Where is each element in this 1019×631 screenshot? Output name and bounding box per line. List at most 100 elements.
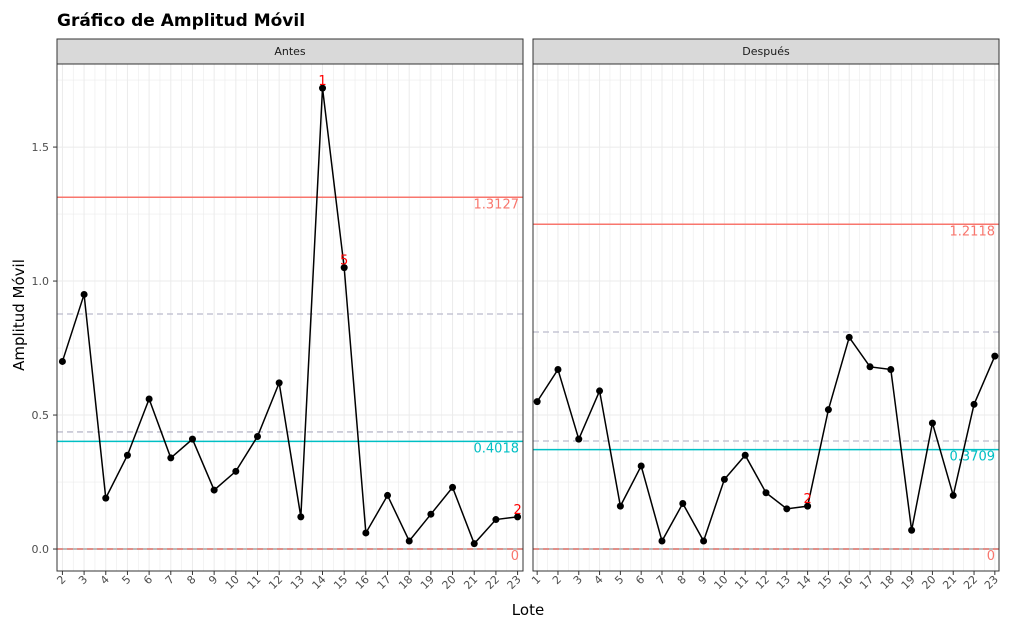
facet-label: Antes: [274, 45, 306, 58]
x-tick-label: 4: [98, 573, 112, 587]
data-point: [741, 451, 749, 459]
data-point: [253, 432, 261, 440]
data-point: [658, 537, 666, 545]
y-tick-label: 1.0: [32, 275, 50, 288]
data-point: [405, 537, 413, 545]
x-tick-label: 9: [206, 573, 220, 587]
x-tick-label: 8: [184, 573, 198, 587]
y-tick-label: 0.5: [32, 409, 50, 422]
data-point: [123, 451, 131, 459]
chart-title: Gráfico de Amplitud Móvil: [57, 11, 305, 31]
data-point: [824, 406, 832, 414]
data-point: [679, 499, 687, 507]
x-tick-label: 8: [675, 573, 689, 587]
data-point: [384, 491, 392, 499]
x-tick-label: 17: [375, 573, 394, 592]
data-point: [275, 379, 283, 387]
x-tick-label: 2: [54, 573, 68, 587]
lcl-label: 0: [511, 549, 519, 564]
x-tick-label: 13: [288, 573, 307, 592]
x-tick-label: 10: [711, 573, 730, 592]
data-point: [845, 333, 853, 341]
data-point: [616, 502, 624, 510]
x-tick-label: 11: [732, 573, 751, 592]
center-label: 0.3709: [950, 450, 996, 465]
data-point: [319, 84, 327, 92]
x-tick-label: 5: [119, 573, 133, 587]
x-tick-label: 20: [440, 573, 459, 592]
x-tick-label: 22: [483, 573, 502, 592]
x-tick-label: 22: [961, 573, 980, 592]
x-tick-label: 19: [899, 573, 918, 592]
data-point: [297, 513, 305, 521]
x-tick-label: 13: [774, 573, 793, 592]
data-point: [596, 387, 604, 395]
data-point: [804, 502, 812, 510]
x-tick-label: 11: [245, 573, 264, 592]
data-point: [58, 357, 66, 365]
data-point: [533, 398, 541, 406]
x-tick-label: 12: [753, 573, 772, 592]
data-point: [470, 540, 478, 548]
violation-label: 2: [513, 503, 521, 518]
y-tick-label: 1.5: [32, 141, 50, 154]
y-tick-label: 0.0: [32, 543, 50, 556]
data-point: [427, 510, 435, 518]
x-tick-label: 17: [857, 573, 876, 592]
x-tick-label: 16: [836, 573, 855, 592]
x-tick-label: 12: [266, 573, 285, 592]
x-tick-label: 9: [696, 573, 710, 587]
data-point: [908, 526, 916, 534]
x-tick-label: 10: [223, 573, 242, 592]
x-tick-label: 23: [982, 573, 1001, 592]
x-tick-label: 7: [654, 573, 668, 587]
x-tick-label: 16: [353, 573, 372, 592]
lcl-label: 0: [987, 549, 995, 564]
data-point: [188, 435, 196, 443]
data-point: [866, 363, 874, 371]
x-tick-label: 14: [795, 573, 814, 592]
data-point: [232, 467, 240, 475]
data-point: [145, 395, 153, 403]
x-tick-label: 18: [396, 573, 415, 592]
violation-label: 2: [803, 492, 811, 507]
x-tick-label: 15: [331, 573, 350, 592]
data-point: [167, 454, 175, 462]
data-point: [762, 489, 770, 497]
x-tick-label: 14: [310, 573, 329, 592]
x-tick-label: 21: [461, 573, 480, 592]
data-point: [783, 505, 791, 513]
data-point: [575, 435, 583, 443]
x-tick-label: 5: [612, 573, 626, 587]
series-line: [61, 88, 518, 546]
x-tick-label: 3: [76, 573, 90, 587]
panel-border: [56, 63, 524, 572]
data-point: [362, 529, 370, 537]
data-point: [637, 462, 645, 470]
violation-label: 1: [318, 74, 326, 89]
x-tick-label: 21: [940, 573, 959, 592]
x-tick-label: 3: [571, 573, 585, 587]
x-tick-label: 1: [529, 573, 543, 587]
ucl-label: 1.2118: [950, 224, 996, 239]
data-point: [720, 475, 728, 483]
y-axis-label: Amplitud Móvil: [10, 259, 28, 371]
data-point: [887, 365, 895, 373]
data-point: [340, 264, 348, 272]
x-axis-label: Lote: [512, 601, 544, 619]
x-tick-label: 4: [592, 573, 606, 587]
data-point: [102, 494, 110, 502]
data-point: [949, 491, 957, 499]
x-tick-label: 20: [919, 573, 938, 592]
x-tick-label: 6: [633, 573, 647, 587]
x-tick-label: 7: [163, 573, 177, 587]
data-point: [554, 365, 562, 373]
violation-label: 5: [340, 254, 348, 269]
data-point: [80, 290, 88, 298]
facet-strip: [532, 38, 1000, 65]
facet-label: Después: [742, 45, 790, 58]
data-point: [970, 400, 978, 408]
